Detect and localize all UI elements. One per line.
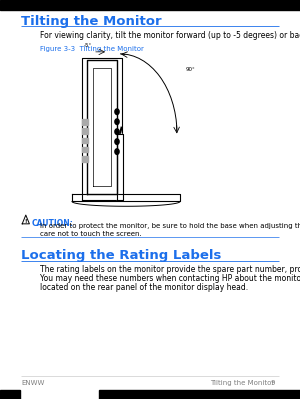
Text: care not to touch the screen.: care not to touch the screen. (40, 231, 142, 237)
Bar (82, 138, 88, 143)
Circle shape (115, 139, 119, 144)
Polygon shape (72, 194, 180, 201)
Polygon shape (22, 215, 29, 224)
Text: Tilting the Monitor: Tilting the Monitor (21, 15, 162, 28)
Text: CAUTION:: CAUTION: (32, 219, 74, 228)
Text: Locating the Rating Labels: Locating the Rating Labels (21, 249, 221, 263)
Circle shape (115, 149, 119, 154)
Text: 9: 9 (271, 380, 275, 386)
Text: In order to protect the monitor, be sure to hold the base when adjusting the LCD: In order to protect the monitor, be sure… (40, 223, 300, 229)
Bar (0, 0, 300, 10)
Polygon shape (87, 60, 117, 194)
Text: ENWW: ENWW (21, 380, 44, 386)
Bar (0, 390, 20, 399)
Text: For viewing clarity, tilt the monitor forward (up to -5 degrees) or backward (up: For viewing clarity, tilt the monitor fo… (40, 31, 300, 40)
Circle shape (115, 129, 119, 134)
Circle shape (115, 119, 119, 124)
Bar (82, 147, 88, 152)
Text: !: ! (25, 219, 27, 223)
Text: Figure 3-3  Tilting the Monitor: Figure 3-3 Tilting the Monitor (40, 46, 144, 52)
Text: 90°: 90° (186, 67, 196, 72)
Bar (82, 156, 88, 162)
Text: The rating labels on the monitor provide the spare part number, product number, : The rating labels on the monitor provide… (40, 265, 300, 275)
Text: -5°: -5° (84, 43, 92, 48)
Circle shape (115, 109, 119, 115)
Bar (99, 390, 300, 399)
Bar (82, 128, 88, 134)
Bar (82, 119, 88, 125)
Polygon shape (117, 134, 123, 200)
Text: You may need these numbers when contacting HP about the monitor model. The ratin: You may need these numbers when contacti… (40, 274, 300, 283)
Text: Tilting the Monitor: Tilting the Monitor (210, 380, 274, 386)
Text: located on the rear panel of the monitor display head.: located on the rear panel of the monitor… (40, 283, 249, 292)
